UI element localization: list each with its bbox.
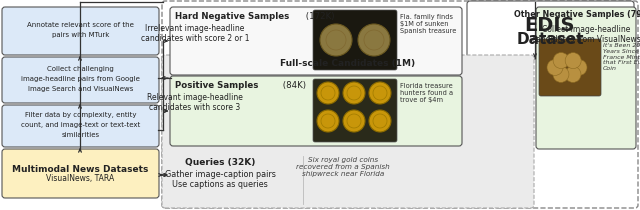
Text: Queries (32K): Queries (32K)	[185, 158, 255, 167]
FancyBboxPatch shape	[162, 55, 534, 208]
Text: Use captions as queries: Use captions as queries	[172, 180, 268, 189]
Text: Fla. family finds
$1M of sunken
Spanish treasure: Fla. family finds $1M of sunken Spanish …	[400, 14, 456, 34]
FancyBboxPatch shape	[2, 105, 159, 147]
Text: Positive Samples: Positive Samples	[175, 81, 259, 90]
Text: image-headline pairs from Google: image-headline pairs from Google	[21, 76, 140, 82]
Circle shape	[553, 66, 569, 82]
FancyBboxPatch shape	[313, 10, 397, 70]
Text: Collect image-headline
candidates from VisualNews: Collect image-headline candidates from V…	[532, 25, 640, 44]
Text: Florida treasure
hunters found a
trove of $4m: Florida treasure hunters found a trove o…	[400, 83, 453, 103]
Text: VisualNews, TARA: VisualNews, TARA	[46, 175, 115, 184]
Text: Filter data by complexity, entity: Filter data by complexity, entity	[25, 112, 136, 118]
Text: Six royal gold coins
recovered from a Spanish
shipwreck near Florida: Six royal gold coins recovered from a Sp…	[296, 157, 390, 177]
FancyBboxPatch shape	[313, 79, 397, 142]
Circle shape	[553, 52, 569, 68]
Text: Hard Negative Samples: Hard Negative Samples	[175, 12, 289, 21]
Text: Multimodal News Datasets: Multimodal News Datasets	[12, 164, 148, 173]
FancyBboxPatch shape	[467, 1, 634, 59]
Text: It's Been 20
Years Since
France Minted
that First Euro
Coin: It's Been 20 Years Since France Minted t…	[603, 43, 640, 71]
FancyBboxPatch shape	[170, 7, 462, 75]
Text: Annotate relevant score of the: Annotate relevant score of the	[27, 22, 134, 28]
Circle shape	[547, 59, 563, 75]
Circle shape	[565, 53, 581, 69]
FancyBboxPatch shape	[539, 39, 601, 96]
Text: Irrelevant image-headline: Irrelevant image-headline	[145, 24, 244, 33]
Circle shape	[343, 82, 365, 104]
Text: Dataset: Dataset	[516, 32, 584, 47]
Text: candidates with score 3: candidates with score 3	[149, 103, 241, 112]
FancyBboxPatch shape	[170, 152, 463, 207]
Circle shape	[369, 82, 391, 104]
Circle shape	[571, 59, 587, 76]
FancyBboxPatch shape	[170, 76, 462, 146]
Text: pairs with MTurk: pairs with MTurk	[52, 32, 109, 38]
Circle shape	[565, 66, 581, 83]
Circle shape	[343, 110, 365, 132]
Text: count, and image-text or text-text: count, and image-text or text-text	[21, 122, 140, 128]
Text: EDIS: EDIS	[525, 16, 575, 35]
Text: (84K): (84K)	[280, 81, 306, 90]
Text: candidates with score 2 or 1: candidates with score 2 or 1	[141, 34, 249, 43]
Text: (172K): (172K)	[303, 12, 335, 21]
FancyBboxPatch shape	[2, 57, 159, 103]
FancyBboxPatch shape	[536, 7, 636, 149]
FancyBboxPatch shape	[2, 149, 159, 198]
Text: Collect challenging: Collect challenging	[47, 66, 114, 72]
Text: Image Search and VisualNews: Image Search and VisualNews	[28, 86, 133, 92]
FancyBboxPatch shape	[2, 7, 159, 55]
Text: Full-scale Candidates (1M): Full-scale Candidates (1M)	[280, 59, 415, 68]
Circle shape	[317, 82, 339, 104]
Circle shape	[369, 110, 391, 132]
Text: Gather image-caption pairs: Gather image-caption pairs	[164, 170, 275, 179]
Text: Relevant image-headline: Relevant image-headline	[147, 93, 243, 102]
Circle shape	[358, 24, 390, 56]
Text: Other Negative Samples (792K): Other Negative Samples (792K)	[515, 10, 640, 19]
Text: similarities: similarities	[61, 132, 100, 138]
Circle shape	[320, 24, 352, 56]
Circle shape	[317, 110, 339, 132]
